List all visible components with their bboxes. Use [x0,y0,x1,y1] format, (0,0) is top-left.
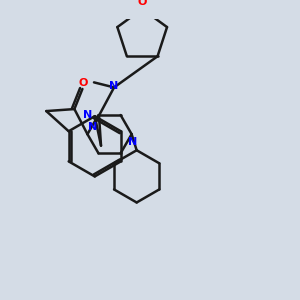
Text: N: N [83,110,92,120]
Text: N: N [128,137,137,147]
Text: O: O [137,0,147,7]
Text: N: N [110,81,119,92]
Text: O: O [79,78,88,88]
Text: N: N [88,122,97,132]
